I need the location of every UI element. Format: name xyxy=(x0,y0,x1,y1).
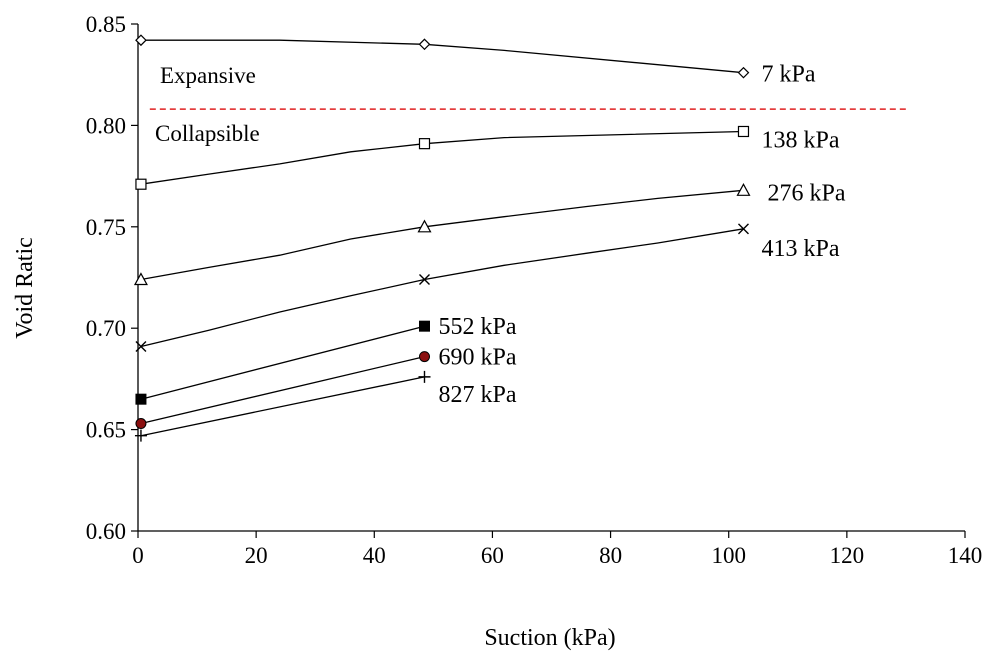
series-marker xyxy=(134,429,147,442)
series-label: 690 kPa xyxy=(438,345,516,371)
series-marker xyxy=(418,320,430,332)
series-marker xyxy=(737,125,750,138)
x-axis-label: Suction (kPa) xyxy=(484,625,615,651)
x-tick-label: 60 xyxy=(481,543,504,568)
x-tick-label: 40 xyxy=(363,543,386,568)
series-label: 276 kPa xyxy=(767,180,845,206)
series-marker xyxy=(418,351,430,363)
series-line xyxy=(140,376,425,437)
y-axis-label: Void Ratic xyxy=(12,237,38,339)
series-marker xyxy=(135,340,147,352)
series-413-kpa xyxy=(135,223,749,352)
series-line xyxy=(140,325,425,400)
y-tick-label: 0.75 xyxy=(86,215,126,240)
x-tick-label: 100 xyxy=(711,543,746,568)
series-marker xyxy=(135,393,147,405)
series-marker xyxy=(135,178,147,190)
x-tick-label: 20 xyxy=(245,543,268,568)
series-labels: 7 kPa 138 kPa 276 kPa 413 kPa 552 kPa 690 kPa… xyxy=(438,62,845,408)
series-marker xyxy=(135,418,147,430)
y-tick-label: 0.70 xyxy=(86,316,126,341)
annotation-collapsible: Collapsible xyxy=(155,121,260,146)
series-line xyxy=(140,130,744,185)
series-552-kpa xyxy=(135,320,430,405)
axes: 0.60 0.65 0.70 0.75 0.80 0.85 0 20 40 60 80 100 120 1… xyxy=(86,12,983,568)
series-label: 413 kPa xyxy=(761,236,839,262)
x-tick-label: 80 xyxy=(599,543,622,568)
y-tick-label: 0.60 xyxy=(86,519,126,544)
y-tick-label: 0.65 xyxy=(86,418,126,443)
x-tick-label: 140 xyxy=(948,543,983,568)
series-marker xyxy=(737,223,749,235)
series-label: 552 kPa xyxy=(438,314,516,340)
series-marker xyxy=(419,274,430,286)
series-label: 7 kPa xyxy=(761,62,815,88)
series-7-kpa xyxy=(135,34,750,79)
series-690-kpa xyxy=(135,351,430,430)
series-group xyxy=(133,34,751,442)
series-marker xyxy=(133,272,148,286)
series-line xyxy=(140,189,744,281)
y-tick-label: 0.80 xyxy=(86,113,126,138)
series-marker xyxy=(737,66,750,79)
series-marker xyxy=(417,219,432,233)
series-marker xyxy=(736,183,751,196)
x-tick-label: 0 xyxy=(132,543,144,568)
series-line xyxy=(140,355,425,425)
annotation-expansive: Expansive xyxy=(160,63,256,88)
series-827-kpa xyxy=(134,370,431,442)
x-tick-label: 120 xyxy=(830,543,865,568)
series-marker xyxy=(418,138,431,150)
series-276-kpa xyxy=(133,183,751,286)
series-138-kpa xyxy=(135,125,750,190)
y-tick-label: 0.85 xyxy=(86,12,126,37)
series-marker xyxy=(418,38,431,51)
series-label: 138 kPa xyxy=(761,127,839,153)
series-label: 827 kPa xyxy=(438,382,516,408)
series-marker xyxy=(418,370,431,383)
series-marker xyxy=(135,34,147,47)
